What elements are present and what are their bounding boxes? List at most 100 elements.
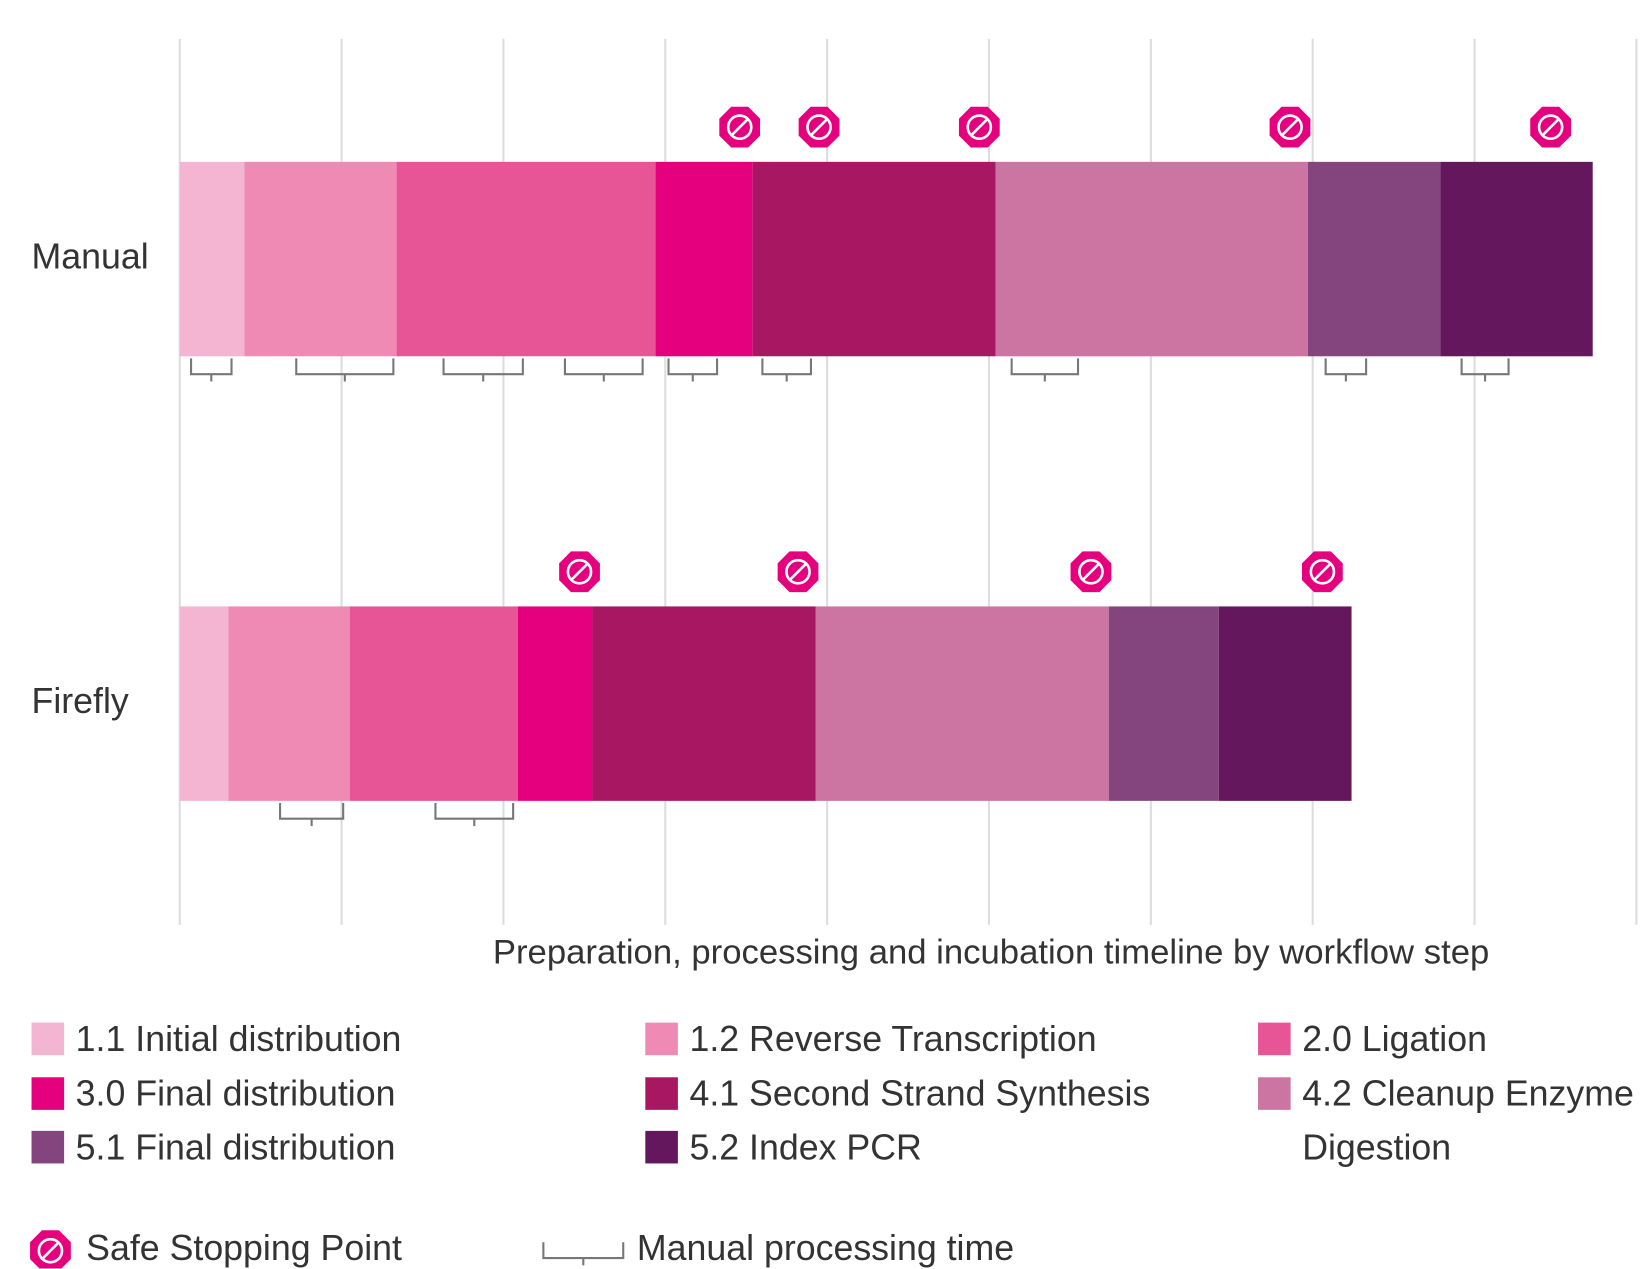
legend-label: Safe Stopping Point xyxy=(86,1228,402,1268)
legend-item: 1.2 Reverse Transcription xyxy=(645,1013,1236,1067)
bracket-path xyxy=(563,358,644,382)
legend-swatch xyxy=(1258,1022,1291,1056)
manual-time-bracket xyxy=(295,358,395,382)
bar-segment xyxy=(752,161,996,357)
manual-time-bracket xyxy=(442,358,524,382)
ring xyxy=(37,1237,64,1264)
slash xyxy=(810,118,828,136)
legend-label: 1.1 Initial distribution xyxy=(75,1019,402,1060)
legend-label: 4.2 Cleanup Enzyme Digestion xyxy=(1302,1074,1634,1168)
legend-swatch xyxy=(1258,1077,1291,1110)
ring xyxy=(806,114,832,141)
category-label: Manual xyxy=(32,237,149,277)
bracket-path xyxy=(1010,358,1080,382)
legend-item: 3.0 Final distribution xyxy=(31,1068,623,1122)
legend-swatch xyxy=(645,1077,678,1110)
bracket-path xyxy=(667,358,719,382)
legend-label: 1.2 Reverse Transcription xyxy=(689,1019,1097,1060)
manual-time-bracket xyxy=(761,358,813,382)
bracket-path xyxy=(434,802,515,827)
category-label: Firefly xyxy=(32,681,129,721)
manual-time-bracket xyxy=(1010,358,1080,382)
bracket-path xyxy=(542,1242,625,1266)
bar-segment xyxy=(396,161,656,357)
safe-stop-icon xyxy=(777,551,819,593)
slash xyxy=(970,118,988,136)
legend-item: 2.0 Ligation xyxy=(1258,1013,1648,1067)
slash xyxy=(42,1242,59,1259)
safe-stop-icon xyxy=(1269,106,1311,148)
ring xyxy=(566,558,593,585)
manual-time-bracket xyxy=(667,358,719,382)
bar-segment xyxy=(655,161,753,357)
safe-stop-icon xyxy=(1301,551,1343,593)
manual-time-bracket xyxy=(279,802,345,827)
bracket-path xyxy=(761,358,813,382)
legend-swatch xyxy=(31,1022,65,1056)
bar-segment xyxy=(517,606,593,801)
bracket-path xyxy=(1324,358,1368,382)
manual-time-bracket xyxy=(434,802,515,827)
bar-segment xyxy=(995,161,1308,357)
manual-time-bracket xyxy=(189,358,233,382)
safe-stop-icon xyxy=(1530,106,1572,148)
legend-swatch xyxy=(31,1077,65,1110)
legend-label: 4.1 Second Strand Synthesis xyxy=(689,1074,1151,1115)
legend-item: 1.1 Initial distribution xyxy=(31,1013,623,1067)
legend-label: 5.1 Final distribution xyxy=(75,1127,396,1168)
bar-segment xyxy=(592,606,816,801)
bar-segment xyxy=(1307,161,1441,357)
x-axis-label: Preparation, processing and incubation t… xyxy=(493,933,1489,971)
legend-item: 4.2 Cleanup Enzyme Digestion xyxy=(1258,1068,1648,1175)
slash xyxy=(571,563,588,581)
safe-stop-icon xyxy=(559,551,600,593)
ring xyxy=(785,558,811,585)
safe-stop-icon xyxy=(1070,551,1112,593)
bar-segment xyxy=(349,606,518,801)
slash xyxy=(1314,563,1331,581)
legend-swatch xyxy=(645,1022,678,1056)
legend-label: Manual processing time xyxy=(637,1228,1014,1268)
legend-item: 4.1 Second Strand Synthesis xyxy=(645,1068,1236,1122)
legend-swatch xyxy=(31,1130,65,1164)
slash xyxy=(1542,118,1559,136)
safe-stop-icon xyxy=(798,106,840,148)
manual-time-bracket xyxy=(563,358,644,382)
safe-stop-icon xyxy=(30,1230,71,1269)
slash xyxy=(789,563,807,581)
slash xyxy=(731,118,749,136)
bar-segment xyxy=(1108,606,1219,801)
legend-label: 5.2 Index PCR xyxy=(689,1127,922,1168)
manual-time-bracket xyxy=(1460,358,1510,382)
slash xyxy=(1281,118,1299,136)
ring xyxy=(966,114,993,141)
bar-segment xyxy=(1440,161,1593,357)
manual-time-bracket xyxy=(1324,358,1368,382)
bar-segment xyxy=(179,161,245,357)
legend-label: 3.0 Final distribution xyxy=(75,1074,396,1115)
bracket-path xyxy=(1460,358,1510,382)
bracket-path xyxy=(295,358,395,382)
safe-stop-icon xyxy=(719,106,761,148)
bracket-path xyxy=(279,802,345,827)
bar-segment xyxy=(179,606,229,801)
manual-time-bracket xyxy=(542,1242,625,1266)
safe-stop-icon xyxy=(958,106,1000,148)
legend-label: 2.0 Ligation xyxy=(1302,1019,1487,1060)
ring xyxy=(1309,558,1336,585)
bracket-path xyxy=(442,358,524,382)
bar-segment xyxy=(815,606,1109,801)
legend-swatch xyxy=(645,1130,678,1164)
slash xyxy=(1082,563,1100,581)
bar-segment xyxy=(244,161,397,357)
bar-segment xyxy=(1218,606,1352,801)
ring xyxy=(1277,114,1303,141)
bar-segment xyxy=(228,606,350,801)
ring xyxy=(726,114,753,141)
ring xyxy=(1078,558,1104,585)
bracket-path xyxy=(189,358,233,382)
legend-item: 5.1 Final distribution xyxy=(31,1121,623,1175)
